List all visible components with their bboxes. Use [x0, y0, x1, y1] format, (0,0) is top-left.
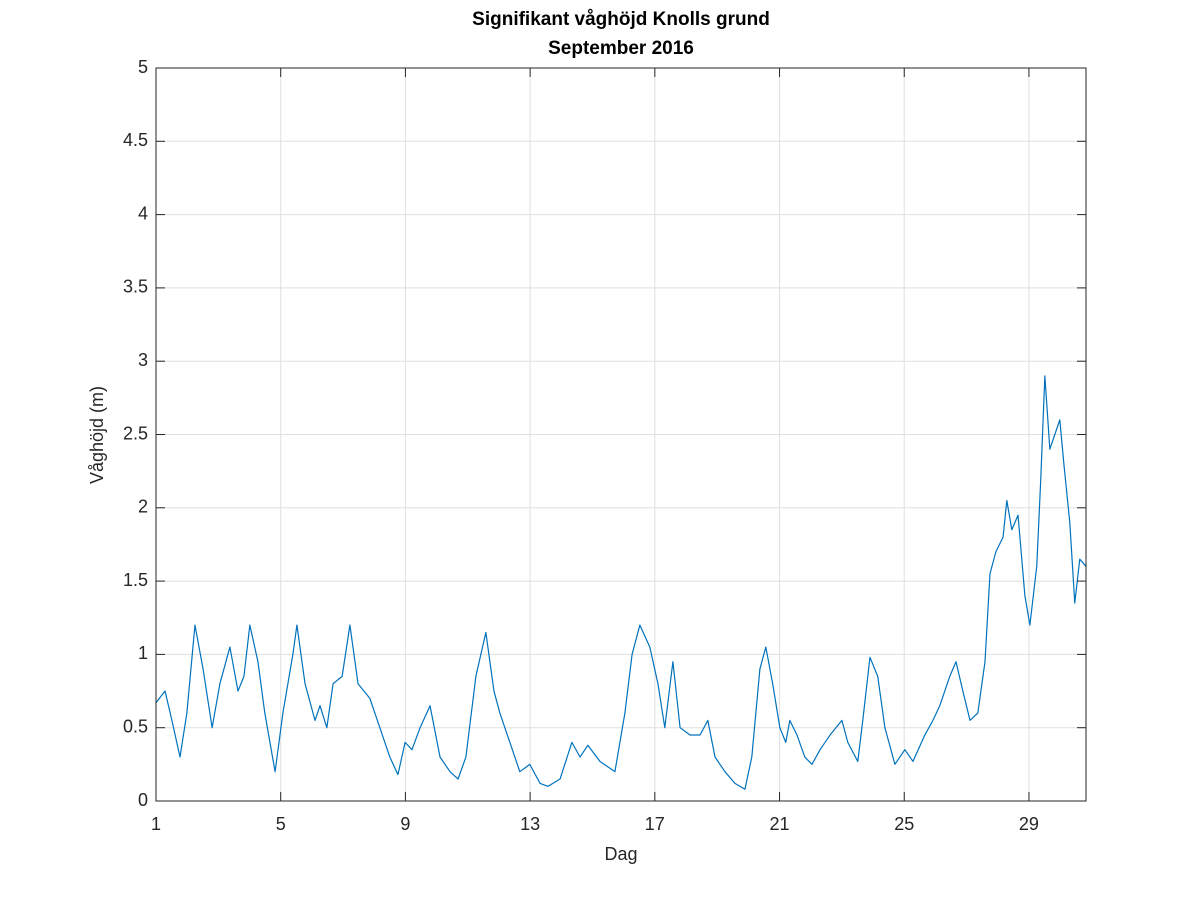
x-tick-label: 21: [770, 814, 790, 834]
y-tick-label: 4.5: [123, 130, 148, 150]
y-tick-label: 2.5: [123, 423, 148, 443]
y-tick-label: 3: [138, 350, 148, 370]
y-tick-label: 5: [138, 57, 148, 77]
x-tick-label: 25: [894, 814, 914, 834]
x-tick-label: 29: [1019, 814, 1039, 834]
x-axis-label: Dag: [604, 844, 637, 864]
x-tick-label: 1: [151, 814, 161, 834]
y-tick-label: 2: [138, 497, 148, 517]
chart-title: Signifikant våghöjd Knolls grund: [472, 9, 770, 30]
x-tick-label: 9: [400, 814, 410, 834]
x-tick-label: 5: [276, 814, 286, 834]
data-line: [155, 375, 1087, 790]
y-tick-label: 0: [138, 790, 148, 810]
x-tick-label: 17: [645, 814, 665, 834]
ticks: 0 0.5 1 1.5 2 2.5 3 3.5 4 4.5 5 1 5 9 13 17 21 25 29: [123, 57, 1086, 834]
y-axis-label: Våghöjd (m): [87, 386, 107, 484]
plot: [155, 375, 1087, 790]
chart-subtitle: September 2016: [548, 38, 694, 59]
y-tick-label: 1.5: [123, 570, 148, 590]
y-tick-label: 0.5: [123, 716, 148, 736]
y-tick-label: 4: [138, 203, 148, 223]
y-tick-label: 1: [138, 643, 148, 663]
x-tick-label: 13: [520, 814, 540, 834]
y-tick-label: 3.5: [123, 277, 148, 297]
